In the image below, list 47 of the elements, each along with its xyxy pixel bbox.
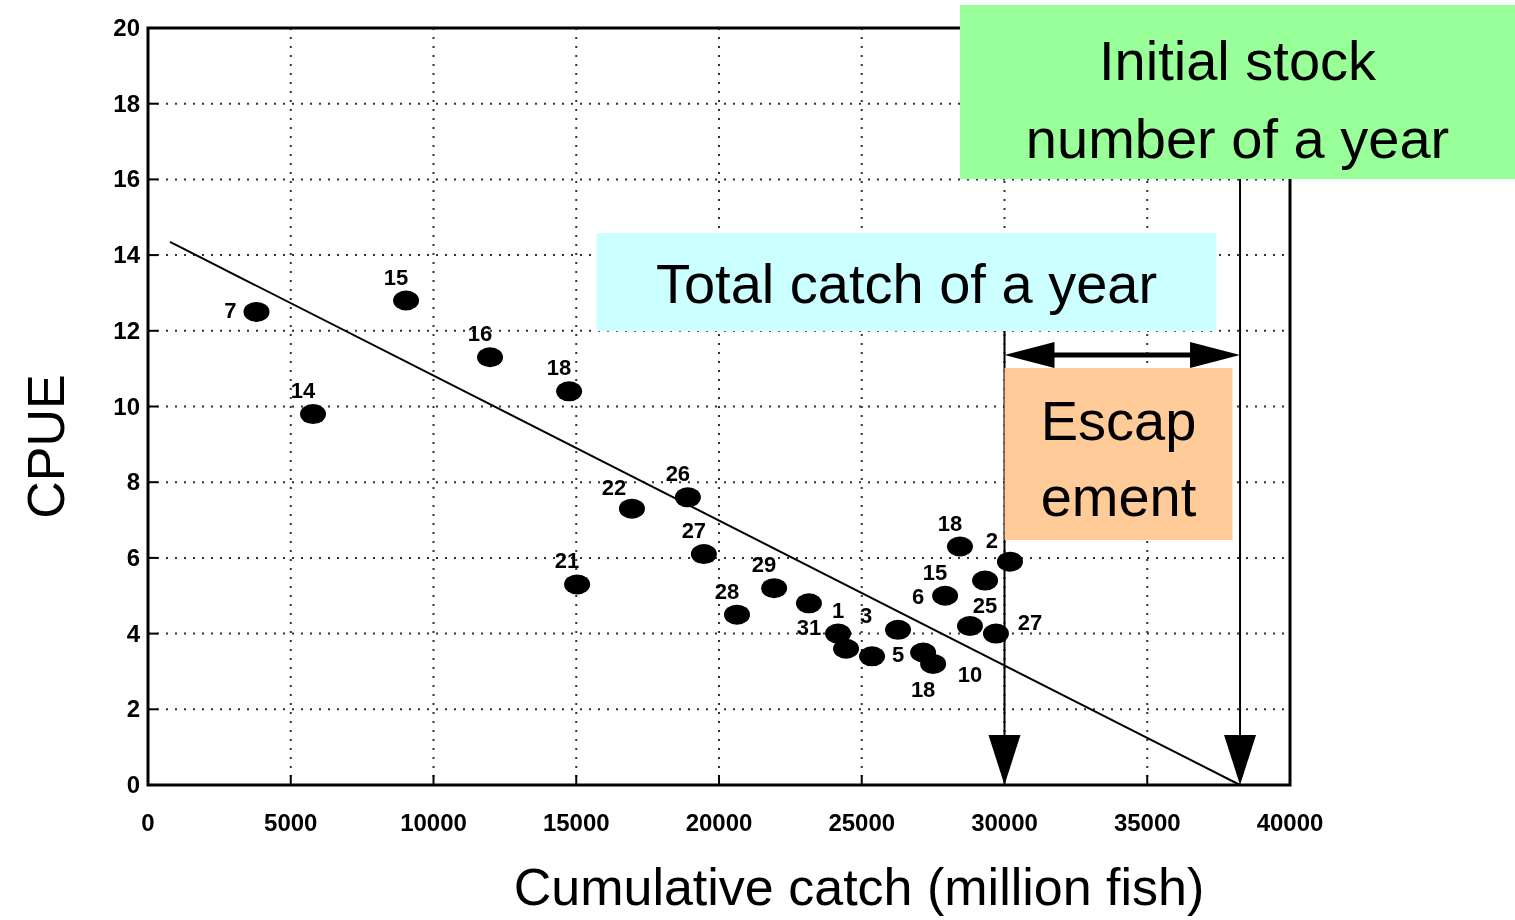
x-tick-label: 5000 — [264, 809, 318, 836]
annotation: 15 — [922, 559, 948, 585]
ref-line-label: Total catch of a year — [655, 252, 1158, 315]
ref-line-label: Initial stock number of a year — [1025, 29, 1450, 170]
y-axis-title: CPUE — [17, 374, 75, 519]
annotation: 1 — [831, 597, 845, 623]
y-tick-label: 18 — [113, 89, 140, 117]
y-tick-label: 12 — [113, 316, 140, 344]
annotation: 25 — [972, 592, 998, 618]
x-tick-label: 10000 — [400, 809, 467, 836]
annotation: 21 — [554, 548, 580, 574]
y-tick-label: 8 — [126, 468, 140, 496]
annotation: 26 — [665, 461, 691, 487]
x-tick-label: 30000 — [971, 809, 1038, 836]
y-tick-label: 14 — [113, 241, 141, 269]
annotation: 31 — [796, 615, 822, 641]
annotation: 7 — [224, 297, 237, 323]
x-tick-label: 25000 — [828, 809, 896, 836]
annotation: 10 — [957, 662, 983, 688]
x-tick-label: 40000 — [1256, 809, 1324, 836]
annotation: Escap ement — [1040, 389, 1197, 528]
x-tick-label: 20000 — [685, 809, 753, 836]
x-tick-label: 35000 — [1113, 809, 1181, 836]
annotation: 16 — [467, 321, 493, 347]
y-tick-label: 0 — [126, 771, 140, 798]
annotation: 5 — [891, 642, 905, 668]
annotation: 18 — [910, 676, 936, 702]
annotation: 18 — [937, 510, 963, 536]
y-tick-label: 2 — [126, 695, 140, 723]
annotation: 22 — [601, 474, 627, 500]
annotation: 27 — [681, 518, 707, 544]
y-tick-label: 20 — [113, 14, 140, 41]
annotation: 18 — [546, 355, 572, 381]
y-tick-label: 4 — [126, 619, 141, 647]
x-axis-title: Cumulative catch (million fish) — [513, 858, 1205, 916]
x-tick-label: 15000 — [542, 809, 610, 836]
y-tick-label: 16 — [113, 165, 140, 193]
annotation: 2 — [985, 527, 999, 553]
annotation: 3 — [859, 602, 873, 628]
annotation: 27 — [1017, 609, 1043, 635]
annotation: 6 — [911, 583, 925, 609]
y-tick-label: 10 — [113, 392, 140, 420]
annotation: 14 — [290, 378, 317, 404]
annotation: 28 — [714, 578, 740, 604]
annotation: 29 — [751, 552, 777, 578]
annotation: 15 — [383, 264, 409, 290]
y-tick-label: 6 — [126, 543, 140, 571]
